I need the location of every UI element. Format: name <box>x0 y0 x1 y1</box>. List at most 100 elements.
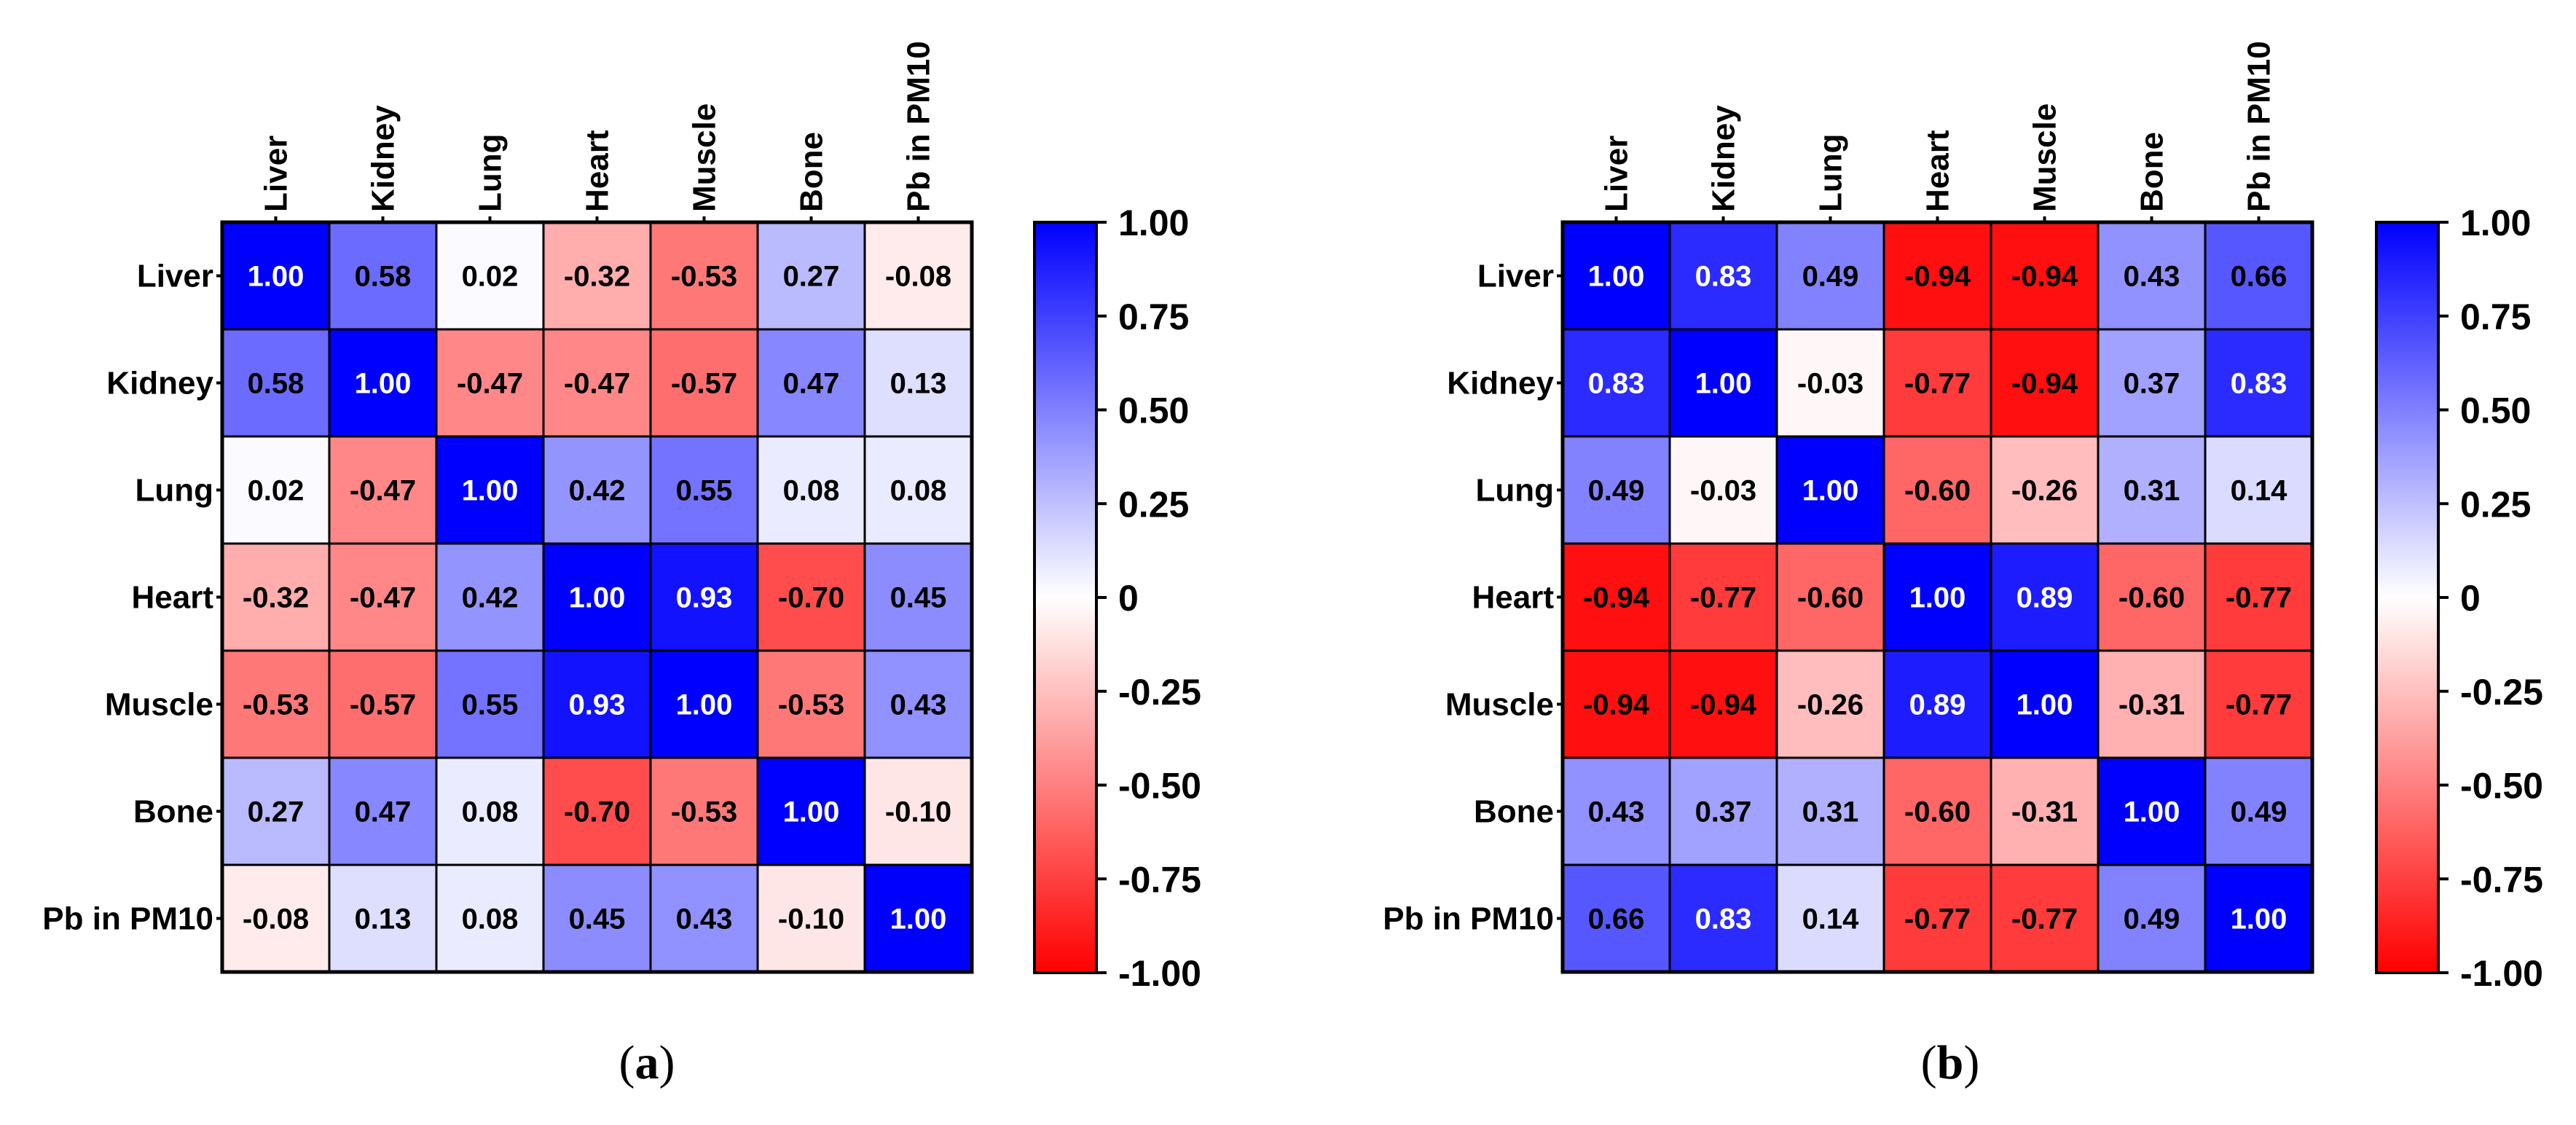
colorbar-tick-label: -0.50 <box>1118 766 1201 807</box>
colorbar-tick-label: -0.25 <box>1118 672 1201 713</box>
column-label: Lung <box>473 133 508 212</box>
colorbar-tick-label: 0 <box>2460 578 2481 619</box>
cell-value-label: 0.83 <box>1695 261 1752 293</box>
heatmap-cell <box>2204 649 2314 759</box>
cell-value-label: 0.43 <box>676 903 733 936</box>
cell-value-label: 1.00 <box>2124 796 2180 828</box>
cell-value-label: -0.31 <box>2118 689 2185 721</box>
heatmap-cell <box>1668 649 1778 759</box>
cell-value-label: 0.55 <box>676 475 733 507</box>
row-label: Pb in PM10 <box>1383 901 1554 937</box>
cell-value-label: 1.00 <box>569 582 626 614</box>
cell-value-label: -0.77 <box>2226 689 2292 721</box>
column-label: Pb in PM10 <box>901 41 937 212</box>
cell-value-label: -0.47 <box>564 368 630 400</box>
row-label: Heart <box>1472 580 1555 616</box>
row-label: Muscle <box>1445 687 1554 723</box>
column-label: Muscle <box>2027 103 2063 212</box>
cell-value-label: -0.47 <box>350 582 416 614</box>
heatmap-cell <box>542 756 652 866</box>
colorbar-tick-label: -1.00 <box>2460 953 2543 994</box>
heatmap-cell <box>1668 863 1778 973</box>
heatmap-cell <box>221 221 331 331</box>
heatmap-cell <box>649 863 759 973</box>
cell-value-label: 1.00 <box>248 261 305 293</box>
cell-value-label: -0.94 <box>2011 261 2078 293</box>
heatmap-cell <box>2204 328 2314 438</box>
colorbar-tick-label: 0.50 <box>1118 391 1189 431</box>
cell-value-label: 1.00 <box>1802 475 1859 507</box>
heatmap-cell <box>649 435 759 545</box>
cell-value-label: 0.83 <box>1695 903 1752 936</box>
cell-value-label: 0.43 <box>2124 261 2180 293</box>
cell-value-label: 0.13 <box>355 903 412 936</box>
cell-value-label: 0.14 <box>2231 475 2288 507</box>
cell-value-label: -0.60 <box>1904 475 1971 507</box>
cell-value-label: 0.31 <box>2124 475 2180 507</box>
cell-value-label: 0.27 <box>783 261 840 293</box>
cell-value-label: 0.45 <box>890 582 947 614</box>
cell-value-label: 0.55 <box>462 689 519 721</box>
column-label: Bone <box>794 132 830 212</box>
cell-value-label: 0.93 <box>676 582 733 614</box>
column-label: Liver <box>259 136 294 212</box>
cell-value-label: 1.00 <box>2231 903 2288 936</box>
cell-value-label: -0.53 <box>778 689 844 721</box>
column-label: Kidney <box>366 105 401 212</box>
column-label: Liver <box>1599 136 1635 212</box>
heatmap-cell <box>1775 649 1885 759</box>
cell-value-label: 0.58 <box>355 261 412 293</box>
heatmap-cell <box>1990 221 2100 331</box>
cell-value-label: 1.00 <box>890 903 947 936</box>
heatmap-cell <box>756 221 866 331</box>
cell-value-label: -0.94 <box>1904 261 1971 293</box>
cell-value-label: 0.58 <box>248 368 305 400</box>
cell-value-label: 0.49 <box>2231 796 2288 828</box>
row-label: Lung <box>1475 473 1554 509</box>
heatmap-cell <box>1668 328 1778 438</box>
heatmap-cell <box>328 221 438 331</box>
row-label: Pb in PM10 <box>42 901 213 937</box>
cell-value-label: 0.66 <box>1588 903 1645 936</box>
heatmap-cell <box>756 863 866 973</box>
heatmap-cell <box>2097 863 2207 973</box>
cell-value-label: 1.00 <box>1909 582 1966 614</box>
cell-value-label: 0.14 <box>1802 903 1860 936</box>
heatmap-cell <box>1668 435 1778 545</box>
cell-value-label: 0.27 <box>248 796 305 828</box>
cell-value-label: -0.10 <box>885 796 951 828</box>
heatmap-cell <box>1775 542 1885 652</box>
heatmap-cell <box>2097 221 2207 331</box>
colorbar-tick-label: 0.75 <box>1118 297 1189 337</box>
row-label: Bone <box>1474 794 1554 830</box>
heatmap-cell <box>649 328 759 438</box>
heatmap-cell <box>2204 435 2314 545</box>
colorbar <box>1033 221 1098 974</box>
cell-value-label: -0.53 <box>671 796 737 828</box>
heatmap-cell <box>221 863 331 973</box>
cell-value-label: 0.45 <box>569 903 626 936</box>
column-label: Heart <box>1920 130 1956 212</box>
heatmap-cell <box>756 542 866 652</box>
heatmap-cell <box>863 542 973 652</box>
cell-value-label: -0.77 <box>1904 368 1971 400</box>
cell-value-label: -0.70 <box>564 796 630 828</box>
colorbar-tick-label: -0.75 <box>2460 859 2543 900</box>
cell-value-label: -0.70 <box>778 582 844 614</box>
cell-value-label: 0.42 <box>569 475 626 507</box>
panel-letter: a <box>635 1036 659 1089</box>
cell-value-label: -0.26 <box>1797 689 1864 721</box>
row-label: Kidney <box>1447 366 1554 401</box>
cell-value-label: 0.02 <box>462 261 519 293</box>
heatmap-cell <box>542 863 652 973</box>
heatmap-cell <box>2097 328 2207 438</box>
cell-value-label: -0.94 <box>2011 368 2078 400</box>
column-label: Lung <box>1813 133 1849 212</box>
cell-value-label: 0.31 <box>1802 796 1859 828</box>
heatmap-cell <box>542 435 652 545</box>
heatmap-cell <box>2097 756 2207 866</box>
cell-value-label: 1.00 <box>355 368 412 400</box>
cell-value-label: -0.08 <box>885 261 951 293</box>
cell-value-label: 0.08 <box>890 475 947 507</box>
cell-value-label: 0.08 <box>462 903 519 936</box>
